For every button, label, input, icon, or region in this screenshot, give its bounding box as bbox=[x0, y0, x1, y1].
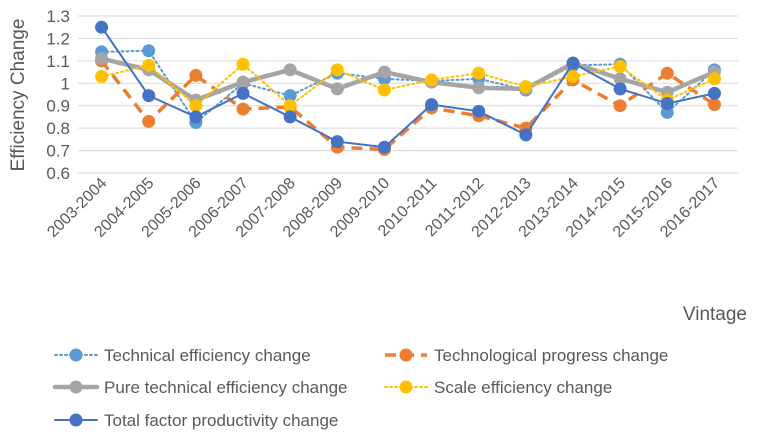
data-point bbox=[284, 110, 297, 123]
data-point bbox=[708, 98, 721, 111]
data-point bbox=[378, 66, 391, 79]
series-group bbox=[95, 21, 721, 156]
data-point bbox=[661, 67, 674, 80]
data-point bbox=[661, 97, 674, 110]
y-tick-label: 0.7 bbox=[46, 142, 70, 161]
y-tick-label: 1.2 bbox=[46, 29, 70, 48]
legend-marker bbox=[400, 349, 413, 362]
data-point bbox=[519, 128, 532, 141]
data-point bbox=[142, 89, 155, 102]
legend-label: Technological progress change bbox=[434, 346, 668, 365]
legend-marker bbox=[70, 381, 83, 394]
data-point bbox=[378, 84, 391, 97]
data-point bbox=[425, 73, 438, 86]
series-3 bbox=[95, 58, 721, 112]
data-point bbox=[237, 87, 250, 100]
data-point bbox=[95, 21, 108, 34]
legend-item: Technical efficiency change bbox=[55, 346, 311, 365]
data-point bbox=[567, 70, 580, 83]
data-point bbox=[237, 103, 250, 116]
series-4 bbox=[95, 21, 721, 154]
legend: Technical efficiency change Technological… bbox=[55, 346, 668, 430]
data-point bbox=[708, 72, 721, 85]
data-point bbox=[189, 69, 202, 82]
legend-label: Pure technical efficiency change bbox=[104, 378, 348, 397]
data-point bbox=[237, 76, 250, 89]
data-point bbox=[472, 105, 485, 118]
data-point bbox=[472, 67, 485, 80]
y-axis-ticks: 0.6 0.7 0.8 0.9 1 1.1 1.2 1.3 bbox=[46, 7, 70, 183]
legend-marker bbox=[70, 349, 83, 362]
series-0 bbox=[95, 44, 721, 129]
legend-label: Scale efficiency change bbox=[434, 378, 612, 397]
legend-item: Technological progress change bbox=[385, 346, 668, 365]
data-point bbox=[237, 58, 250, 71]
data-point bbox=[284, 99, 297, 112]
data-point bbox=[284, 63, 297, 76]
data-point bbox=[378, 141, 391, 154]
legend-marker bbox=[400, 381, 413, 394]
y-tick-label: 0.9 bbox=[46, 97, 70, 116]
y-tick-label: 1.1 bbox=[46, 52, 70, 71]
data-point bbox=[142, 59, 155, 72]
legend-item: Total factor productivity change bbox=[55, 411, 338, 430]
data-point bbox=[519, 80, 532, 93]
legend-item: Pure technical efficiency change bbox=[55, 378, 348, 397]
legend-marker bbox=[70, 414, 83, 427]
data-point bbox=[331, 63, 344, 76]
data-point bbox=[567, 57, 580, 70]
x-axis-label: Vintage bbox=[683, 304, 747, 325]
y-tick-label: 0.6 bbox=[46, 164, 70, 183]
data-point bbox=[425, 98, 438, 111]
y-tick-label: 1 bbox=[61, 74, 70, 93]
data-point bbox=[142, 44, 155, 57]
legend-label: Technical efficiency change bbox=[104, 346, 311, 365]
line-chart: 0.6 0.7 0.8 0.9 1 1.1 1.2 1.3 2003-20042004-200… bbox=[0, 0, 765, 438]
y-tick-label: 1.3 bbox=[46, 7, 70, 26]
data-point bbox=[472, 81, 485, 94]
legend-item: Scale efficiency change bbox=[385, 378, 612, 397]
y-tick-label: 0.8 bbox=[46, 119, 70, 138]
data-point bbox=[331, 135, 344, 148]
data-point bbox=[142, 115, 155, 128]
data-point bbox=[614, 82, 627, 95]
x-axis-ticks: 2003-20042004-20052005-20062006-20072007… bbox=[44, 175, 723, 241]
data-point bbox=[95, 52, 108, 65]
series-2 bbox=[95, 52, 721, 106]
data-point bbox=[614, 99, 627, 112]
data-point bbox=[95, 70, 108, 83]
data-point bbox=[331, 82, 344, 95]
legend-label: Total factor productivity change bbox=[104, 411, 338, 430]
data-point bbox=[614, 60, 627, 73]
data-point bbox=[189, 99, 202, 112]
data-point bbox=[708, 87, 721, 100]
data-point bbox=[189, 110, 202, 123]
series-1 bbox=[95, 54, 721, 156]
y-axis-label: Efficiency Change bbox=[8, 19, 29, 172]
